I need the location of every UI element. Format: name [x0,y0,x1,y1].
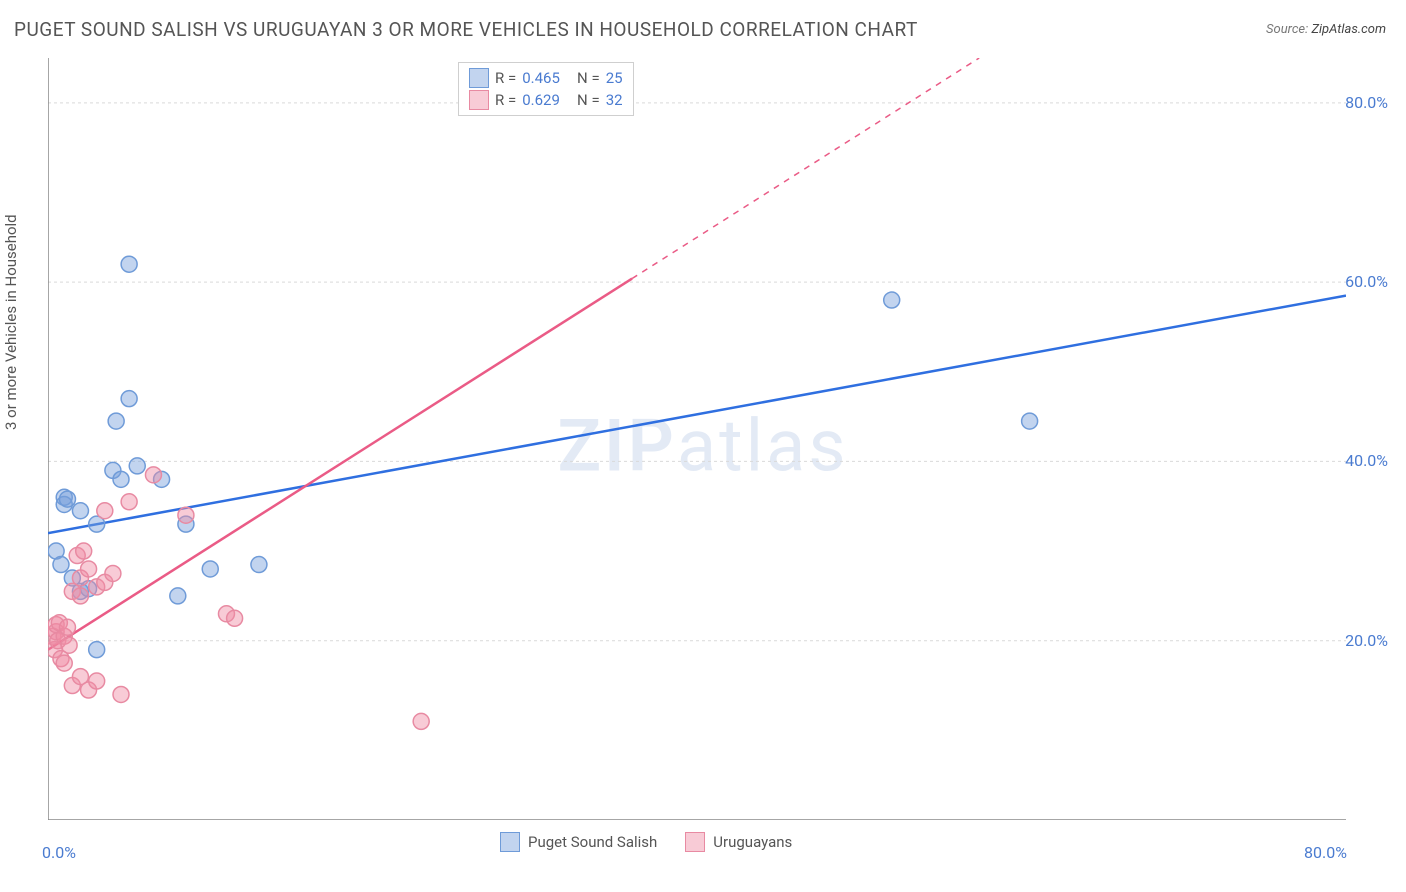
y-tick-label: 60.0% [1345,272,1388,291]
source-attribution: Source: ZipAtlas.com [1266,22,1386,37]
y-tick-label: 80.0% [1345,93,1388,112]
legend-swatch [685,832,705,852]
y-axis-label: 3 or more Vehicles in Household [2,214,20,430]
legend-r-label: R = [495,67,516,89]
source-site: ZipAtlas.com [1311,22,1386,37]
legend-n-value: 25 [606,67,623,89]
legend-swatch [469,90,489,110]
legend-r-value: 0.629 [522,89,560,111]
series-name: Puget Sound Salish [528,833,657,851]
correlation-legend: R = 0.465 N = 25 R = 0.629 N = 32 [458,62,634,116]
legend-r-value: 0.465 [522,67,560,89]
source-label: Source: [1266,22,1311,37]
legend-n-value: 32 [606,89,623,111]
scatter-plot [48,58,1346,820]
chart-title: PUGET SOUND SALISH VS URUGUAYAN 3 OR MOR… [14,18,918,41]
x-tick-label: 80.0% [1304,843,1347,862]
y-tick-label: 20.0% [1345,631,1388,650]
legend-n-label: N = [566,89,600,111]
legend-n-label: N = [566,67,600,89]
series-legend-item: Puget Sound Salish [500,832,657,852]
series-name: Uruguayans [713,833,792,851]
legend-r-label: R = [495,89,516,111]
series-legend-item: Uruguayans [685,832,792,852]
series-legend: Puget Sound Salish Uruguayans [500,832,792,852]
legend-swatch [500,832,520,852]
x-tick-label: 0.0% [42,843,76,862]
y-tick-label: 40.0% [1345,451,1388,470]
legend-row: R = 0.629 N = 32 [469,89,623,111]
legend-swatch [469,68,489,88]
legend-row: R = 0.465 N = 25 [469,67,623,89]
